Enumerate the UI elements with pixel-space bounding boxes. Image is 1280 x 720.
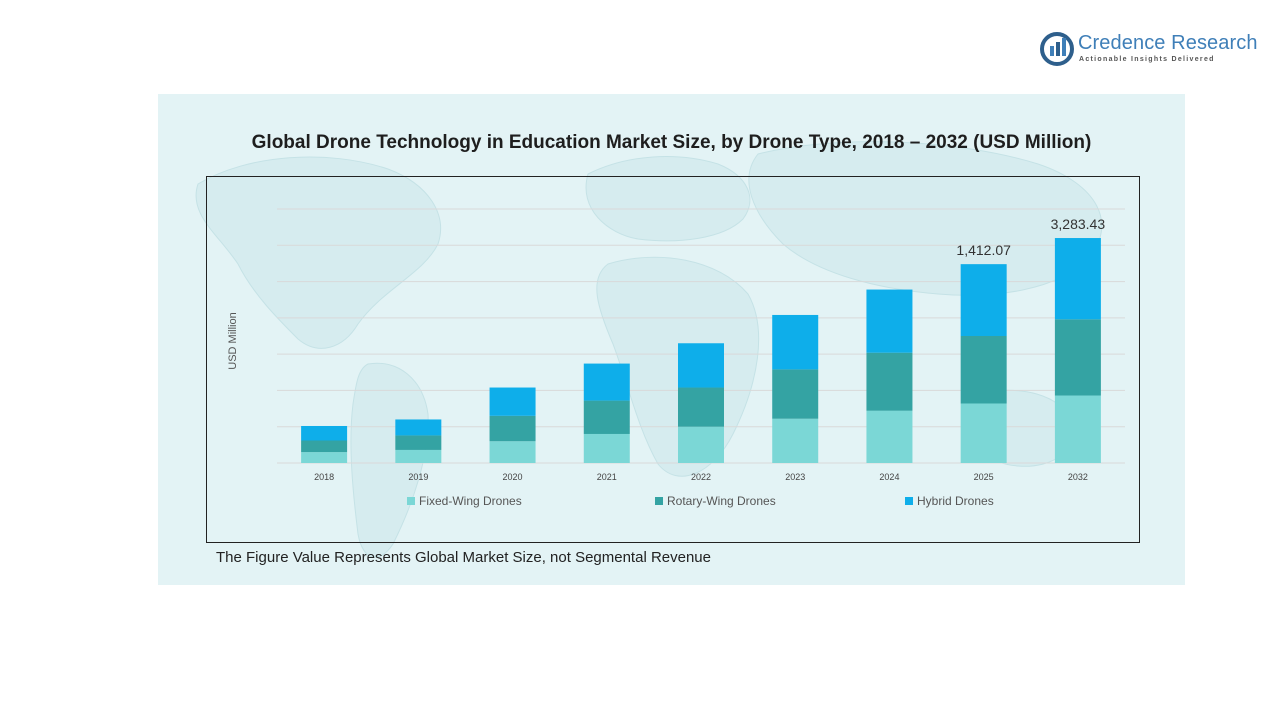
bar-segment-hybrid-drones-2019 (395, 419, 442, 436)
bar-segment-fixed-wing-drones-2023 (772, 418, 819, 463)
bar-segment-rotary-wing-drones-2025 (960, 336, 1007, 404)
bar-segment-fixed-wing-drones-2021 (583, 433, 630, 463)
bar-segment-rotary-wing-drones-2023 (772, 369, 819, 419)
bar-segment-hybrid-drones-2022 (678, 343, 724, 388)
legend-label-0: Fixed-Wing Drones (419, 494, 522, 508)
x-tick-label-2023: 2023 (785, 472, 805, 482)
bar-segment-fixed-wing-drones-2024 (866, 410, 913, 463)
legend-label-2: Hybrid Drones (917, 494, 994, 508)
bar-segment-rotary-wing-drones-2021 (583, 400, 630, 434)
chart-title: Global Drone Technology in Education Mar… (251, 132, 1092, 153)
bar-segment-hybrid-drones-2020 (489, 387, 536, 416)
chart-legend: Fixed-Wing Drones Rotary-Wing Drones Hybri… (407, 494, 994, 508)
brand-name: Credence Research (1078, 32, 1258, 54)
bar-segment-rotary-wing-drones-2019 (395, 435, 442, 450)
bar-segment-hybrid-drones-2018 (301, 425, 348, 441)
legend-swatch-2 (905, 497, 913, 505)
x-tick-label-2018: 2018 (314, 472, 334, 482)
bar-segment-hybrid-drones-2021 (583, 363, 630, 401)
bar-series (301, 238, 1101, 463)
stacked-bar-chart: 2018 2019 2020 2021 2022 2023 2024 2025 2032 1,4… (227, 208, 1125, 508)
bar-segment-fixed-wing-drones-2020 (489, 441, 536, 463)
bar-segment-fixed-wing-drones-2022 (678, 426, 724, 463)
bar-segment-hybrid-drones-2032 (1054, 238, 1101, 320)
bar-segment-rotary-wing-drones-2032 (1054, 319, 1101, 396)
bar-segment-fixed-wing-drones-2019 (395, 449, 442, 463)
chart-frame: 2018 2019 2020 2021 2022 2023 2024 2025 2032 1,4… (206, 176, 1140, 543)
footnote: The Figure Value Represents Global Marke… (216, 549, 711, 566)
bar-segment-rotary-wing-drones-2024 (866, 352, 913, 411)
y-axis-label: USD Million (227, 312, 239, 369)
bar-segment-hybrid-drones-2025 (960, 264, 1007, 336)
brand-tagline: Actionable Insights Delivered (1079, 56, 1215, 63)
x-axis-tick-labels: 2018 2019 2020 2021 2022 2023 2024 2025 2032 (314, 472, 1088, 482)
x-tick-label-2025: 2025 (974, 472, 994, 482)
x-tick-label-2024: 2024 (879, 472, 899, 482)
bar-segment-rotary-wing-drones-2020 (489, 415, 536, 442)
bar-segment-hybrid-drones-2024 (866, 289, 913, 353)
logo-mark-icon (1040, 32, 1074, 66)
x-tick-label-2021: 2021 (597, 472, 617, 482)
chart-panel: Global Drone Technology in Education Mar… (158, 94, 1185, 585)
legend-label-1: Rotary-Wing Drones (667, 494, 776, 508)
data-labels: 1,412.07 3,283.43 (956, 216, 1105, 258)
bar-segment-fixed-wing-drones-2018 (301, 452, 348, 463)
x-tick-label-2019: 2019 (408, 472, 428, 482)
bar-segment-fixed-wing-drones-2025 (960, 403, 1007, 463)
bar-segment-rotary-wing-drones-2022 (678, 387, 724, 427)
x-tick-label-2032: 2032 (1068, 472, 1088, 482)
legend-swatch-1 (655, 497, 663, 505)
data-label-2032: 3,283.43 (1051, 216, 1106, 232)
bar-segment-hybrid-drones-2023 (772, 314, 819, 370)
x-tick-label-2020: 2020 (503, 472, 523, 482)
brand-logo: Credence Research Actionable Insights De… (1038, 30, 1268, 70)
legend-swatch-0 (407, 497, 415, 505)
x-tick-label-2022: 2022 (691, 472, 711, 482)
data-label-2025: 1,412.07 (956, 242, 1011, 258)
bar-segment-fixed-wing-drones-2032 (1054, 395, 1101, 463)
bar-segment-rotary-wing-drones-2018 (301, 440, 348, 453)
